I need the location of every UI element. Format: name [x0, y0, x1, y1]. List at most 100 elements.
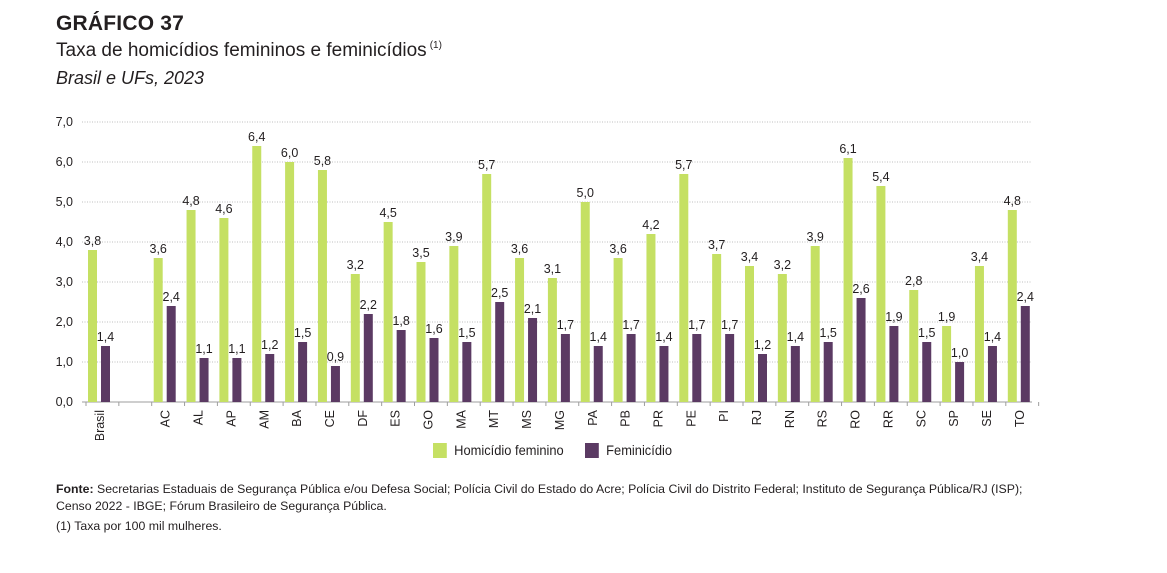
data-label: 1,7 [557, 318, 574, 332]
bar-homicidio [876, 186, 886, 402]
bar-feminicidio [823, 342, 833, 402]
x-tick-label: ES [389, 410, 403, 427]
bar-feminicidio [298, 342, 308, 402]
data-label: 2,8 [905, 274, 922, 288]
data-label: 1,6 [425, 322, 442, 336]
bar-feminicidio [889, 326, 899, 402]
bar-feminicidio [692, 334, 702, 402]
chart-subtitle: Brasil e UFs, 2023 [56, 68, 205, 88]
data-label: 3,6 [609, 242, 626, 256]
legend-label-feminicidio: Feminicídio [606, 442, 673, 458]
data-label: 6,0 [281, 146, 298, 160]
bar-feminicidio [232, 358, 242, 402]
data-label: 1,4 [590, 330, 607, 344]
source-label: Fonte: [56, 482, 94, 496]
bar-homicidio [909, 290, 919, 402]
data-label: 5,0 [577, 186, 594, 200]
bar-homicidio [679, 174, 689, 402]
bar-homicidio [613, 258, 623, 402]
data-label: 1,4 [97, 330, 114, 344]
bar-feminicidio [626, 334, 636, 402]
legend-swatch-homicidio [433, 442, 447, 458]
data-label: 3,6 [511, 242, 528, 256]
data-label: 3,5 [412, 246, 429, 260]
x-tick-label: SE [980, 410, 994, 427]
bar-feminicidio [758, 354, 767, 402]
bar-homicidio [974, 266, 984, 402]
legend-item-homicidio: Homicídio feminino [433, 442, 564, 458]
bar-homicidio [646, 234, 656, 402]
bar-feminicidio [790, 346, 800, 402]
x-tick-label: DF [356, 410, 370, 427]
bars [88, 146, 1030, 402]
bar-homicidio [712, 254, 722, 402]
bar-homicidio [350, 274, 360, 402]
x-axis-ticks: Brasil AC AL AP AM BA CE DF ES GO MA MT MS MG PA PB PR PE… [93, 409, 1027, 440]
data-label: 1,7 [688, 318, 705, 332]
x-tick-label: RJ [750, 410, 764, 425]
x-tick-label: PE [684, 410, 698, 427]
x-tick-label: RR [881, 410, 895, 428]
bar-homicidio [449, 246, 459, 402]
data-label: 6,4 [248, 130, 265, 144]
bar-feminicidio [199, 358, 209, 402]
data-label: 1,5 [294, 326, 311, 340]
bar-homicidio [219, 218, 229, 402]
x-tick-label: GO [422, 410, 436, 430]
data-label: 1,5 [820, 326, 837, 340]
data-label: 3,9 [445, 230, 462, 244]
bar-homicidio [88, 250, 97, 402]
bar-feminicidio [528, 318, 538, 402]
bar-homicidio [153, 258, 163, 402]
data-label: 1,1 [195, 342, 212, 356]
x-tick-label: SC [914, 410, 928, 427]
source-note: Fonte: Secretarias Estaduais de Seguranç… [56, 481, 1056, 515]
bar-homicidio [777, 274, 787, 402]
source-text: Secretarias Estaduais de Segurança Públi… [56, 482, 1023, 513]
bar-homicidio [1007, 210, 1017, 402]
chart-title-text: Taxa de homicídios femininos e feminicíd… [56, 40, 427, 61]
bar-homicidio [383, 222, 393, 402]
bar-chart: 0,0 1,0 2,0 3,0 4,0 5,0 6,0 7,0 3,8 1,4 3,6 2,4 4,8… [56, 115, 1040, 440]
data-label: 4,8 [182, 194, 199, 208]
data-label: 3,7 [708, 238, 725, 252]
bar-feminicidio [363, 314, 373, 402]
y-tick-label: 5,0 [56, 195, 73, 209]
footnote: (1) Taxa por 100 mil mulheres. [56, 519, 222, 533]
data-label: 5,4 [872, 170, 889, 184]
y-tick-label: 3,0 [56, 275, 73, 289]
data-label: 2,1 [524, 302, 541, 316]
legend-item-feminicidio: Feminicídio [585, 442, 672, 458]
bar-homicidio [252, 146, 262, 402]
data-label: 1,2 [261, 338, 278, 352]
x-tick-label: AL [192, 410, 206, 425]
data-label: 1,5 [458, 326, 475, 340]
bar-feminicidio [725, 334, 735, 402]
bar-homicidio [416, 262, 426, 402]
x-tick-label: RN [783, 410, 797, 428]
bar-feminicidio [396, 330, 406, 402]
data-label: 1,8 [392, 314, 409, 328]
data-label: 1,4 [655, 330, 672, 344]
bar-feminicidio [659, 346, 669, 402]
y-axis-ticks: 0,0 1,0 2,0 3,0 4,0 5,0 6,0 7,0 [56, 115, 73, 409]
y-tick-label: 6,0 [56, 155, 73, 169]
data-label: 3,6 [150, 242, 167, 256]
data-label: 3,2 [774, 258, 791, 272]
legend-swatch-feminicidio [585, 442, 599, 458]
data-label: 4,6 [215, 202, 232, 216]
x-tick-label: PI [717, 410, 731, 422]
bar-feminicidio [265, 354, 275, 402]
bar-homicidio [515, 258, 525, 402]
data-label: 1,1 [228, 342, 245, 356]
data-label: 4,8 [1004, 194, 1021, 208]
data-label: 3,9 [807, 230, 824, 244]
data-label: 1,9 [938, 310, 955, 324]
bar-feminicidio [922, 342, 932, 402]
data-label: 4,5 [379, 206, 396, 220]
data-label: 2,4 [1017, 290, 1034, 304]
bar-feminicidio [593, 346, 603, 402]
bar-homicidio [942, 326, 952, 402]
y-tick-label: 1,0 [56, 355, 73, 369]
bar-homicidio [547, 278, 557, 402]
